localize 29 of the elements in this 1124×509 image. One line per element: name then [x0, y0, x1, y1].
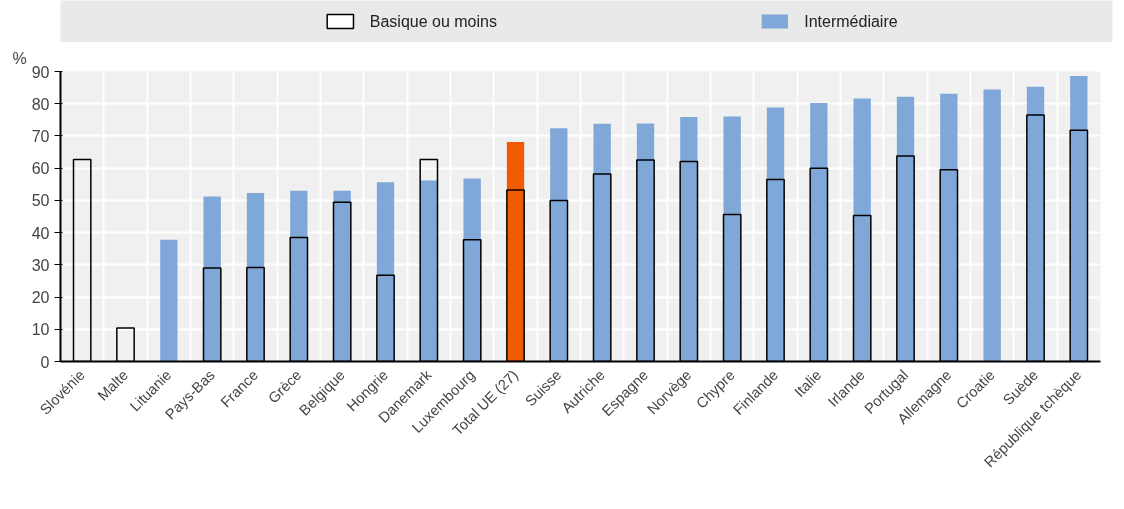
legend-label: Basique ou moins — [369, 13, 497, 30]
bar — [290, 190, 308, 362]
bar — [896, 96, 915, 362]
bar — [810, 103, 828, 362]
bar — [160, 239, 178, 362]
y-tick-label: 50 — [31, 192, 50, 210]
bar — [636, 123, 655, 362]
y-axis-title: % — [12, 49, 27, 67]
legend-label: Intermédiaire — [804, 13, 898, 30]
y-tick-label: 0 — [40, 353, 50, 371]
y-tick-label: 80 — [31, 95, 50, 113]
y-tick-label: 40 — [31, 224, 50, 242]
bar — [853, 98, 871, 362]
bar — [550, 128, 568, 362]
y-tick-label: 10 — [31, 321, 50, 339]
bar — [766, 107, 785, 362]
bar — [723, 116, 741, 362]
bar — [506, 142, 525, 362]
y-tick-label: 90 — [31, 63, 50, 81]
bar — [983, 89, 1001, 362]
bar — [246, 192, 265, 362]
bar — [680, 116, 698, 362]
y-tick-label: 30 — [31, 256, 50, 274]
y-tick-label: 60 — [31, 160, 50, 178]
bar — [376, 182, 395, 362]
bar — [203, 196, 221, 362]
bar — [463, 178, 481, 362]
y-tick-label: 70 — [31, 127, 50, 145]
y-tick-label: 20 — [31, 289, 50, 307]
